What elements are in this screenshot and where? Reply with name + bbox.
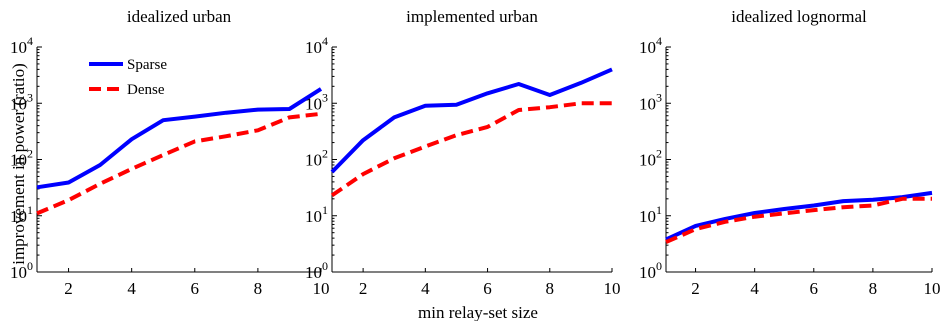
x-tick-label: 4 <box>421 279 430 298</box>
x-axis-label: min relay-set size <box>418 303 538 321</box>
series-line-sparse <box>330 67 613 174</box>
y-tick-label: 101 <box>639 203 662 226</box>
series-line-dense <box>665 196 932 244</box>
y-tick-label: 102 <box>305 147 328 170</box>
y-tick-label: 103 <box>305 90 328 113</box>
x-tick-label: 10 <box>604 279 621 298</box>
y-tick-label: 103 <box>10 90 33 113</box>
series-line-sparse <box>36 87 323 190</box>
x-tick-label: 2 <box>64 279 73 298</box>
x-tick-label: 6 <box>810 279 819 298</box>
legend: Sparse Dense <box>89 57 167 98</box>
y-tick-label: 100 <box>10 259 33 282</box>
y-tick-label: 101 <box>305 203 328 226</box>
y-tick-label: 104 <box>305 34 328 57</box>
x-tick-label: 8 <box>546 279 555 298</box>
x-tick-label: 6 <box>483 279 492 298</box>
y-tick-label: 102 <box>10 147 33 170</box>
x-tick-label: 6 <box>191 279 200 298</box>
chart-panel-3: idealized lognormal 2 4 6 8 10 100 101 102 103 104 <box>639 7 941 298</box>
x-tick-label: 8 <box>254 279 263 298</box>
y-tick-label: 101 <box>10 203 33 226</box>
x-tick-label: 10 <box>924 279 941 298</box>
legend-label-sparse: Sparse <box>127 57 167 73</box>
chart-title: implemented urban <box>406 7 538 26</box>
y-tick-label: 104 <box>10 34 33 57</box>
x-tick-label: 10 <box>313 279 330 298</box>
series-line-dense <box>330 101 612 198</box>
y-tick-label: 103 <box>639 90 662 113</box>
series-line-dense <box>36 111 322 216</box>
x-tick-label: 4 <box>750 279 759 298</box>
x-tick-label: 2 <box>691 279 700 298</box>
chart-title: idealized urban <box>127 7 232 26</box>
x-tick-label: 4 <box>127 279 136 298</box>
x-tick-label: 2 <box>359 279 368 298</box>
y-tick-label: 100 <box>639 259 662 282</box>
series-line-sparse <box>665 190 933 242</box>
y-tick-label: 102 <box>639 147 662 170</box>
y-tick-label: 100 <box>305 259 328 282</box>
y-tick-label: 104 <box>639 34 662 57</box>
y-axis-label: improvement in power (ratio) <box>9 63 28 265</box>
chart-title: idealized lognormal <box>731 7 867 26</box>
legend-label-dense: Dense <box>127 82 165 98</box>
x-tick-label: 8 <box>869 279 878 298</box>
